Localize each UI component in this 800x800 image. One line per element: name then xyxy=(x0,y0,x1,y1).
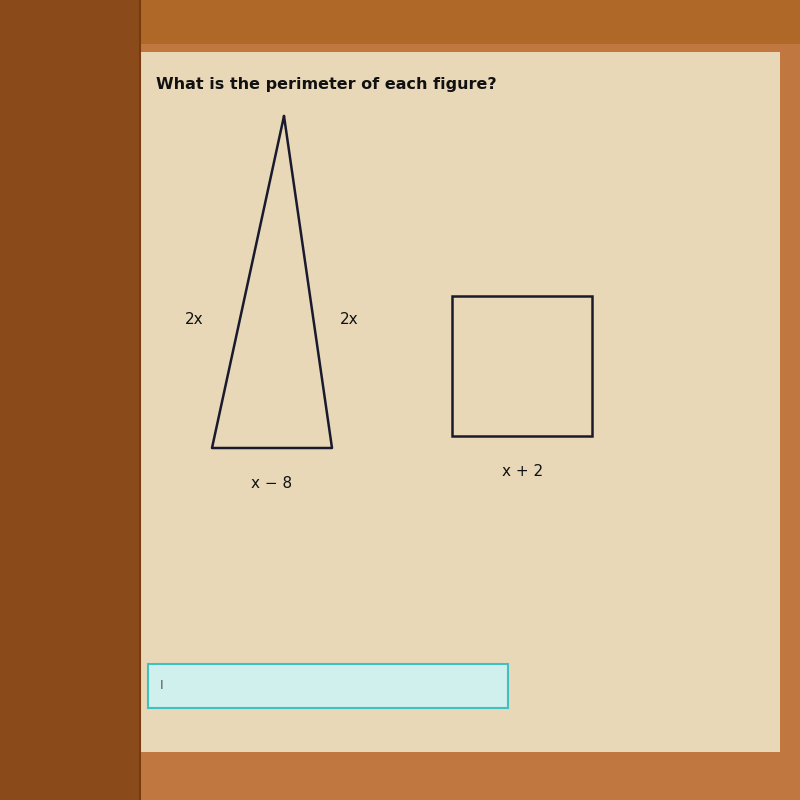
Text: I: I xyxy=(160,679,164,692)
Bar xyxy=(140,52,780,752)
Text: x + 2: x + 2 xyxy=(502,464,543,479)
Text: x − 8: x − 8 xyxy=(251,476,293,491)
Bar xyxy=(148,664,508,708)
Bar xyxy=(0,0,140,800)
Bar xyxy=(452,296,592,436)
Text: What is the perimeter of each figure?: What is the perimeter of each figure? xyxy=(156,77,497,91)
Text: 2x: 2x xyxy=(340,313,358,327)
Bar xyxy=(0,0,800,44)
Text: 2x: 2x xyxy=(186,313,204,327)
